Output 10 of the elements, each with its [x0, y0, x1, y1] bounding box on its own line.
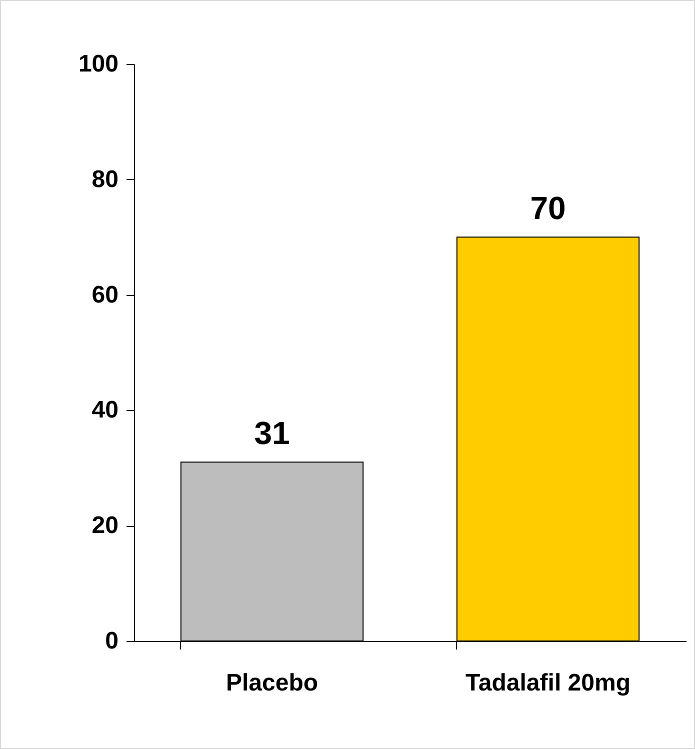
y-tick-label: 0 — [105, 628, 118, 654]
x-tick-label: Tadalafil 20mg — [466, 670, 630, 696]
x-tick-label: Placebo — [226, 670, 318, 696]
y-tick-label: 60 — [92, 281, 118, 308]
data-label: 31 — [254, 415, 290, 452]
y-tick-label: 40 — [92, 396, 118, 424]
y-tick-label: 80 — [92, 166, 118, 193]
y-tick-label: 20 — [92, 512, 118, 540]
y-tick-label: 100 — [78, 50, 118, 78]
data-label: 70 — [530, 190, 566, 226]
